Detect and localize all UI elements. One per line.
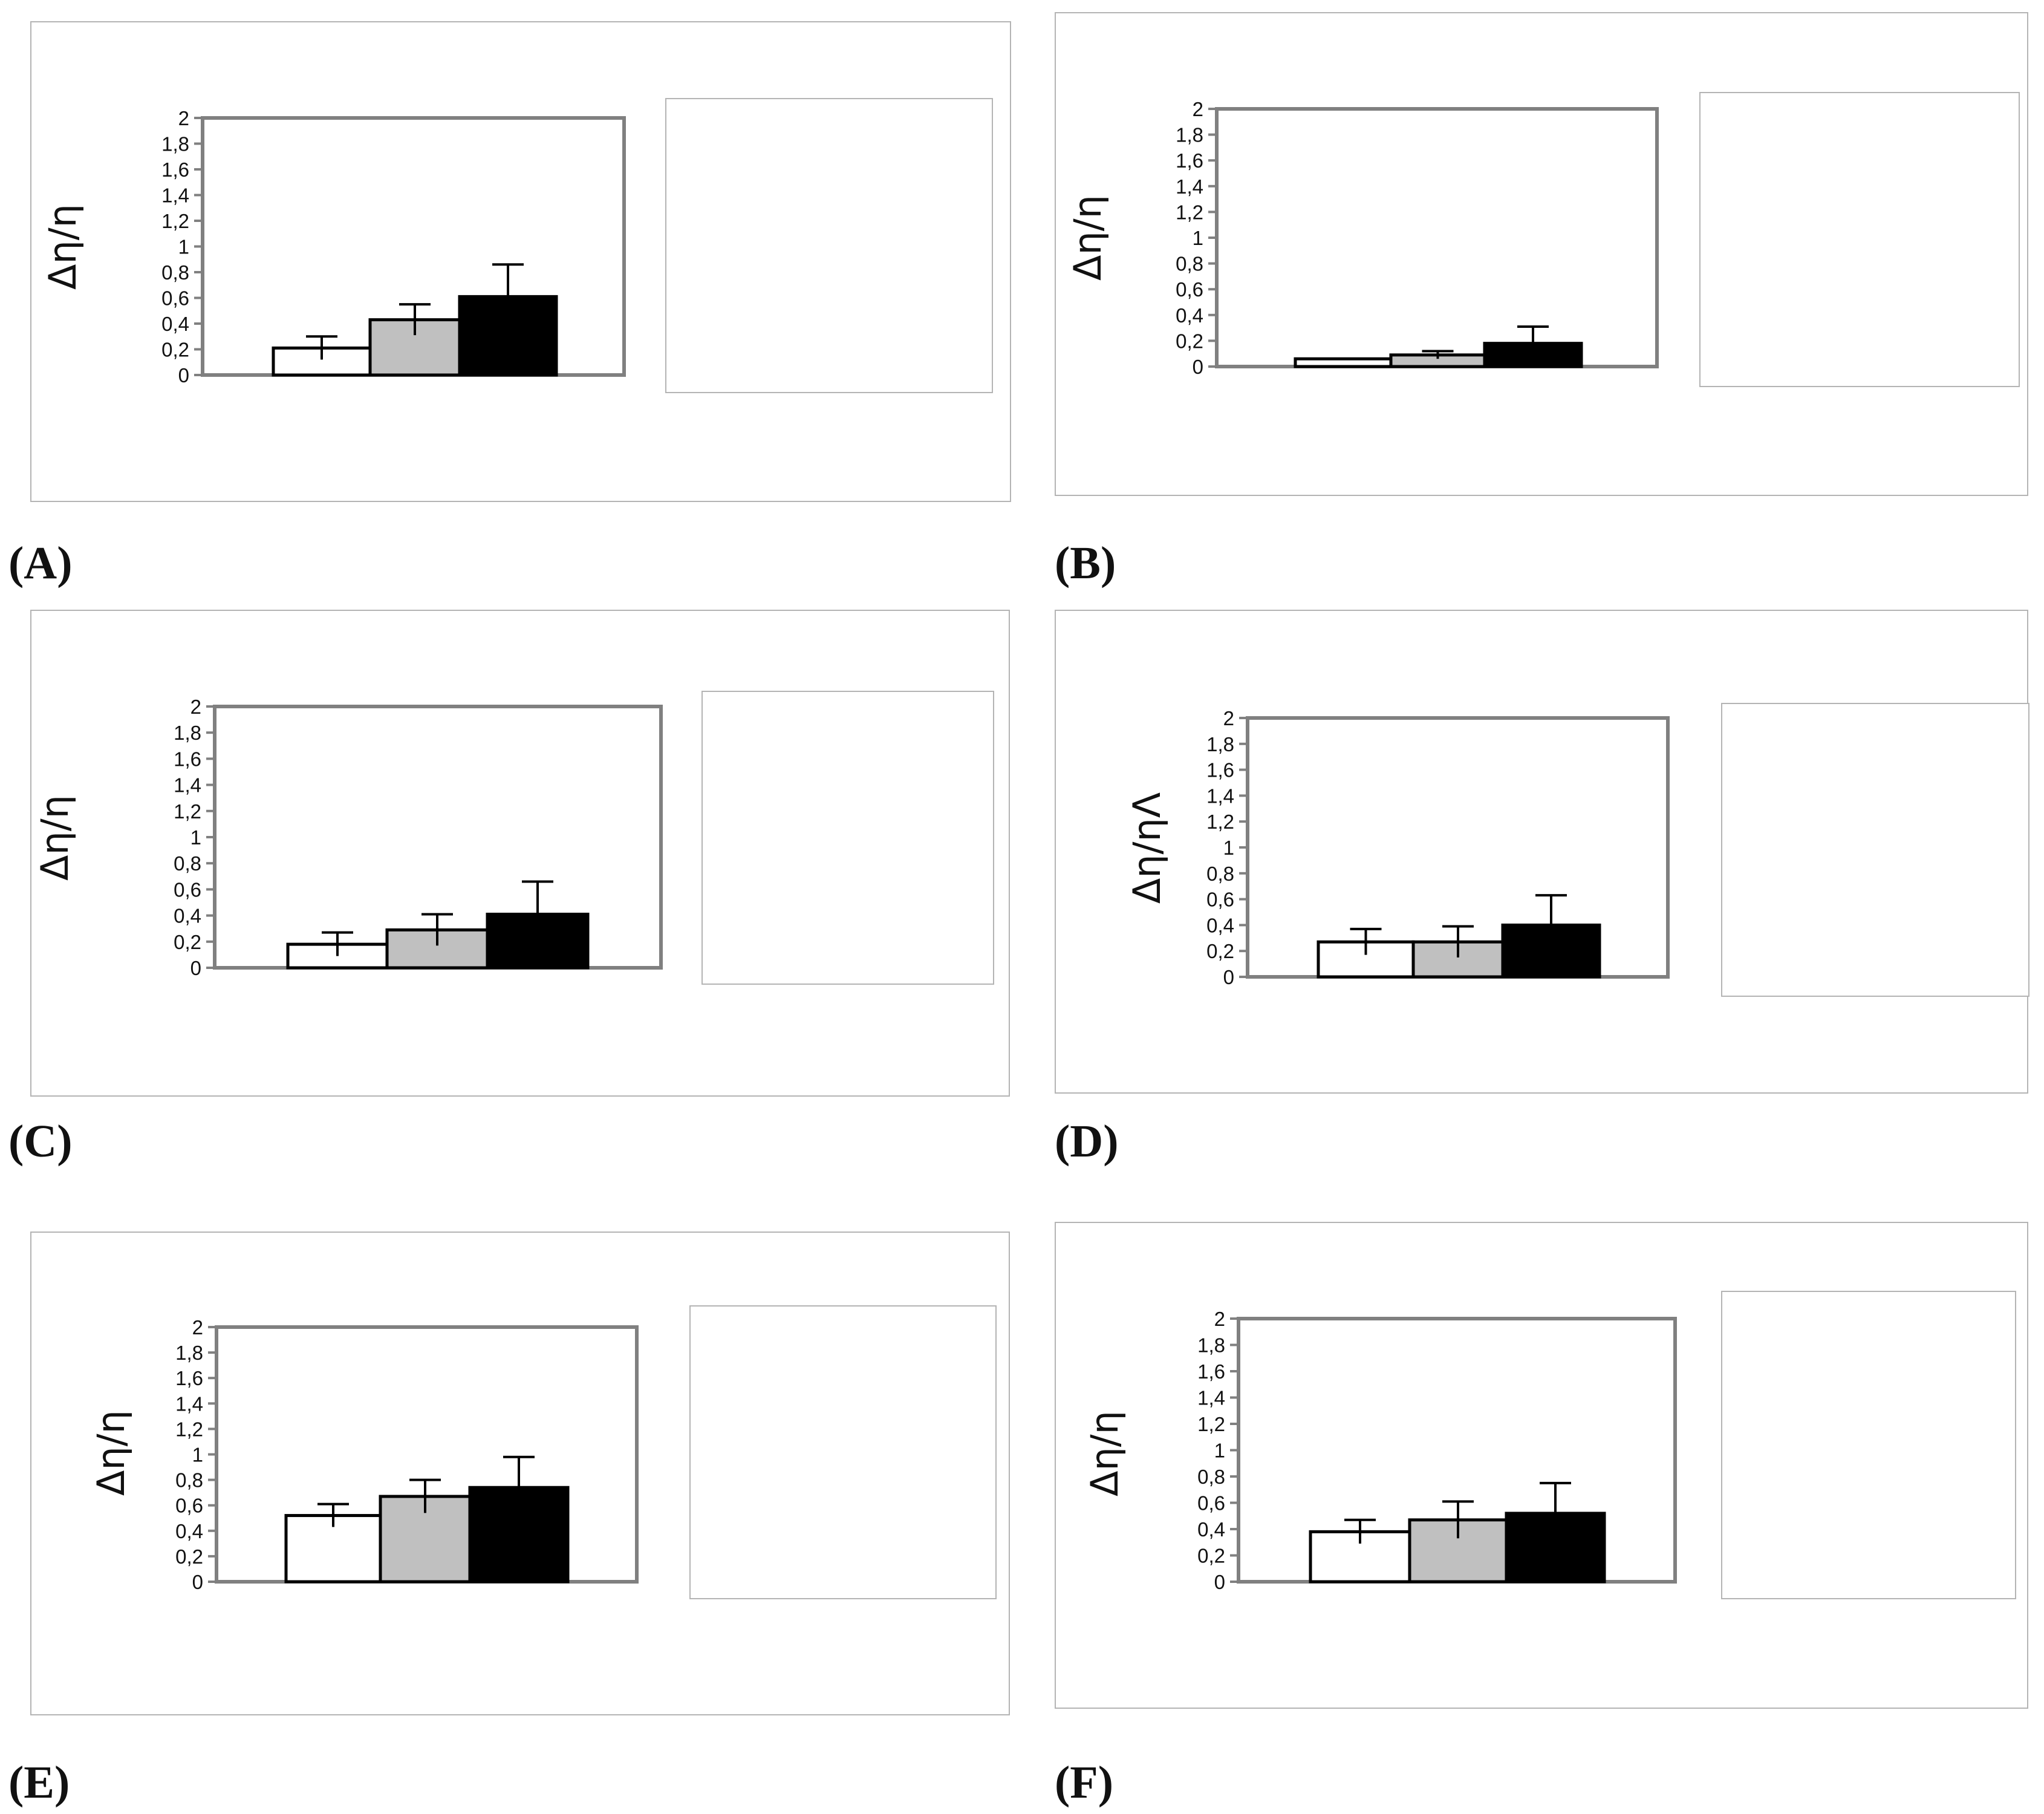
y-tick-label: 0,2 — [1197, 1545, 1225, 1567]
bar — [1501, 923, 1601, 979]
y-tick-label: 1,4 — [175, 1392, 203, 1415]
y-tick-label: 1,8 — [161, 133, 189, 155]
y-tick-label: 0,2 — [1206, 940, 1234, 962]
y-tick-label: 1 — [178, 236, 189, 258]
bar — [1505, 1512, 1606, 1584]
y-tick-label: 0,6 — [175, 1495, 203, 1517]
legend-f — [1721, 1291, 2016, 1599]
y-tick-label: 0,4 — [1176, 304, 1203, 327]
y-tick-label: 1,2 — [1197, 1413, 1225, 1435]
y-axis-label: Δη/ηΛ — [1125, 792, 1169, 904]
y-tick-label: 1,6 — [1176, 149, 1203, 172]
legend-d — [1721, 703, 2029, 997]
panel-label-d: (D) — [1055, 1116, 1119, 1167]
y-axis-label: Δη/η — [1082, 1411, 1127, 1496]
y-tick-label: 0,8 — [1206, 863, 1234, 885]
y-axis-label: Δη/η — [89, 1410, 133, 1496]
y-tick-label: 0,4 — [1206, 914, 1234, 936]
y-tick-label: 0 — [1193, 356, 1203, 378]
y-tick-label: 0,2 — [174, 931, 201, 953]
y-tick-label: 1,8 — [1197, 1334, 1225, 1357]
panel-label-b: (B) — [1055, 538, 1116, 589]
y-tick-label: 1,2 — [175, 1418, 203, 1440]
bar — [486, 912, 590, 970]
y-tick-label: 1,4 — [1176, 175, 1203, 198]
y-tick-label: 2 — [1214, 1308, 1225, 1330]
y-tick-label: 1 — [1214, 1440, 1225, 1462]
y-axis-label: Δη/η — [41, 204, 85, 290]
y-tick-label: 1 — [1223, 837, 1234, 859]
y-tick-label: 1 — [190, 826, 201, 849]
y-tick-label: 2 — [190, 696, 201, 718]
y-tick-label: 0 — [190, 957, 201, 979]
y-tick-label: 0,6 — [1176, 278, 1203, 301]
legend-a — [665, 98, 993, 393]
y-axis-label: Δη/η — [1066, 195, 1110, 281]
y-tick-label: 1,8 — [1206, 733, 1234, 755]
y-tick-label: 0,8 — [1176, 253, 1203, 275]
legend-b — [1699, 92, 2020, 387]
y-tick-label: 0,8 — [174, 852, 201, 875]
y-tick-label: 0,6 — [161, 287, 189, 310]
y-tick-label: 2 — [178, 107, 189, 129]
legend-c — [701, 691, 994, 985]
panel-label-e: (E) — [8, 1757, 70, 1808]
legend-e — [689, 1305, 997, 1599]
y-tick-label: 0 — [178, 364, 189, 387]
y-tick-label: 0,8 — [175, 1469, 203, 1492]
y-tick-label: 0,4 — [1197, 1518, 1225, 1541]
y-tick-label: 2 — [192, 1316, 203, 1339]
y-tick-label: 1,8 — [174, 722, 201, 744]
y-tick-label: 1,6 — [175, 1367, 203, 1389]
y-tick-label: 1,6 — [1206, 759, 1234, 781]
y-tick-label: 0,2 — [161, 339, 189, 361]
y-tick-label: 0 — [1214, 1571, 1225, 1593]
y-tick-label: 0 — [192, 1571, 203, 1593]
plot-area — [1215, 107, 1659, 368]
y-tick-label: 0,2 — [175, 1545, 203, 1568]
y-tick-label: 0,4 — [161, 313, 189, 335]
y-tick-label: 1,4 — [161, 184, 189, 207]
y-tick-label: 1,6 — [1197, 1360, 1225, 1383]
y-tick-label: 1,2 — [1206, 811, 1234, 833]
y-tick-label: 0,4 — [175, 1520, 203, 1542]
y-tick-label: 1,4 — [1197, 1387, 1225, 1409]
y-tick-label: 0,8 — [161, 261, 189, 284]
y-tick-label: 1,4 — [174, 774, 201, 797]
y-tick-label: 0,6 — [174, 878, 201, 901]
y-tick-label: 0,6 — [1197, 1492, 1225, 1515]
y-tick-label: 0 — [1223, 966, 1234, 988]
y-tick-label: 0,2 — [1176, 330, 1203, 352]
y-tick-label: 1 — [1193, 227, 1203, 249]
y-tick-label: 0,8 — [1197, 1466, 1225, 1488]
y-tick-label: 2 — [1223, 707, 1234, 729]
y-tick-label: 0,4 — [174, 905, 201, 927]
y-tick-label: 1,4 — [1206, 785, 1234, 807]
y-tick-label: 1 — [192, 1444, 203, 1466]
panel-label-c: (C) — [8, 1116, 73, 1167]
y-tick-label: 1,8 — [175, 1342, 203, 1364]
y-tick-label: 1,6 — [174, 748, 201, 770]
bar — [1483, 342, 1583, 368]
y-tick-label: 0,6 — [1206, 889, 1234, 911]
y-tick-label: 1,2 — [1176, 201, 1203, 223]
panel-label-f: (F) — [1055, 1757, 1114, 1808]
y-tick-label: 1,2 — [174, 800, 201, 823]
y-tick-label: 1,6 — [161, 158, 189, 181]
y-tick-label: 1,8 — [1176, 124, 1203, 146]
y-tick-label: 2 — [1193, 98, 1203, 120]
panel-label-a: (A) — [8, 538, 73, 589]
y-axis-label: Δη/η — [33, 795, 77, 881]
y-tick-label: 1,2 — [161, 210, 189, 232]
